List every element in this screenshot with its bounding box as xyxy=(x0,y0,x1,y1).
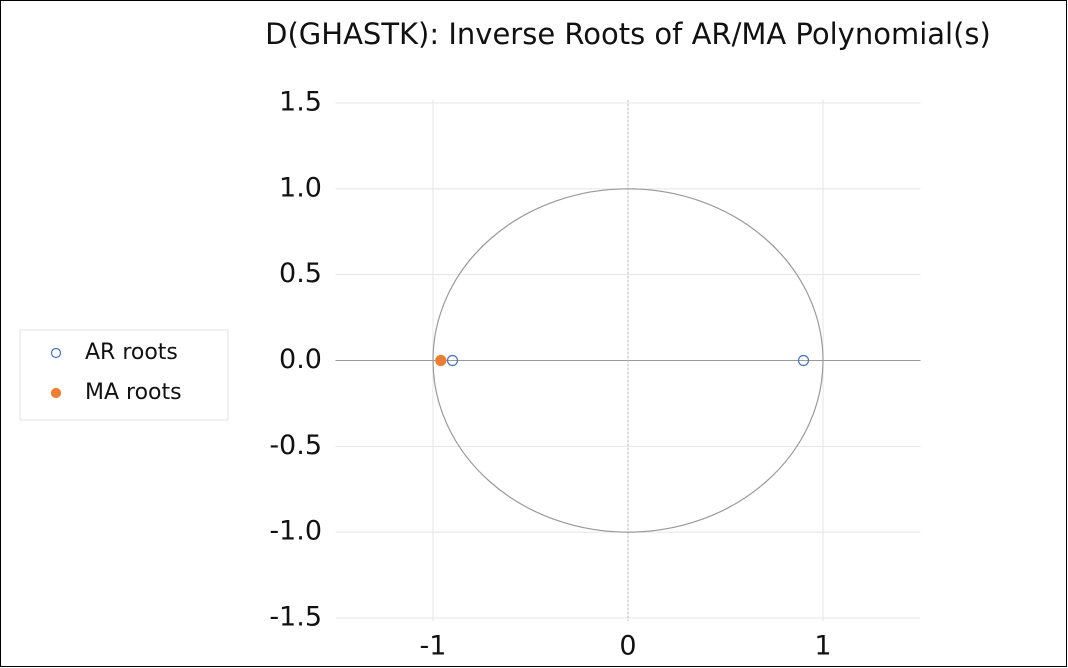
y-tick-label: -0.5 xyxy=(269,430,322,461)
chart-title: D(GHASTK): Inverse Roots of AR/MA Polyno… xyxy=(265,17,991,51)
x-tick-label: 0 xyxy=(619,631,636,662)
point xyxy=(446,354,459,367)
y-tick-label: 1.5 xyxy=(279,87,322,118)
legend xyxy=(19,329,229,421)
x-tick-label: 1 xyxy=(814,631,831,662)
y-tick-label: 0.0 xyxy=(279,344,322,375)
unit-circle xyxy=(432,188,824,533)
legend-marker xyxy=(50,347,62,359)
x-tick-label: -1 xyxy=(420,631,447,662)
y-tick-label: -1.0 xyxy=(269,516,322,547)
legend-label: MA roots xyxy=(85,380,182,405)
y-tick-label: 0.5 xyxy=(279,258,322,289)
y-tick-label: 1.0 xyxy=(279,172,322,203)
legend-marker xyxy=(50,387,62,399)
legend-label: AR roots xyxy=(85,340,178,365)
point xyxy=(435,354,447,367)
y-tick-label: -1.5 xyxy=(269,602,322,633)
point xyxy=(797,354,810,367)
